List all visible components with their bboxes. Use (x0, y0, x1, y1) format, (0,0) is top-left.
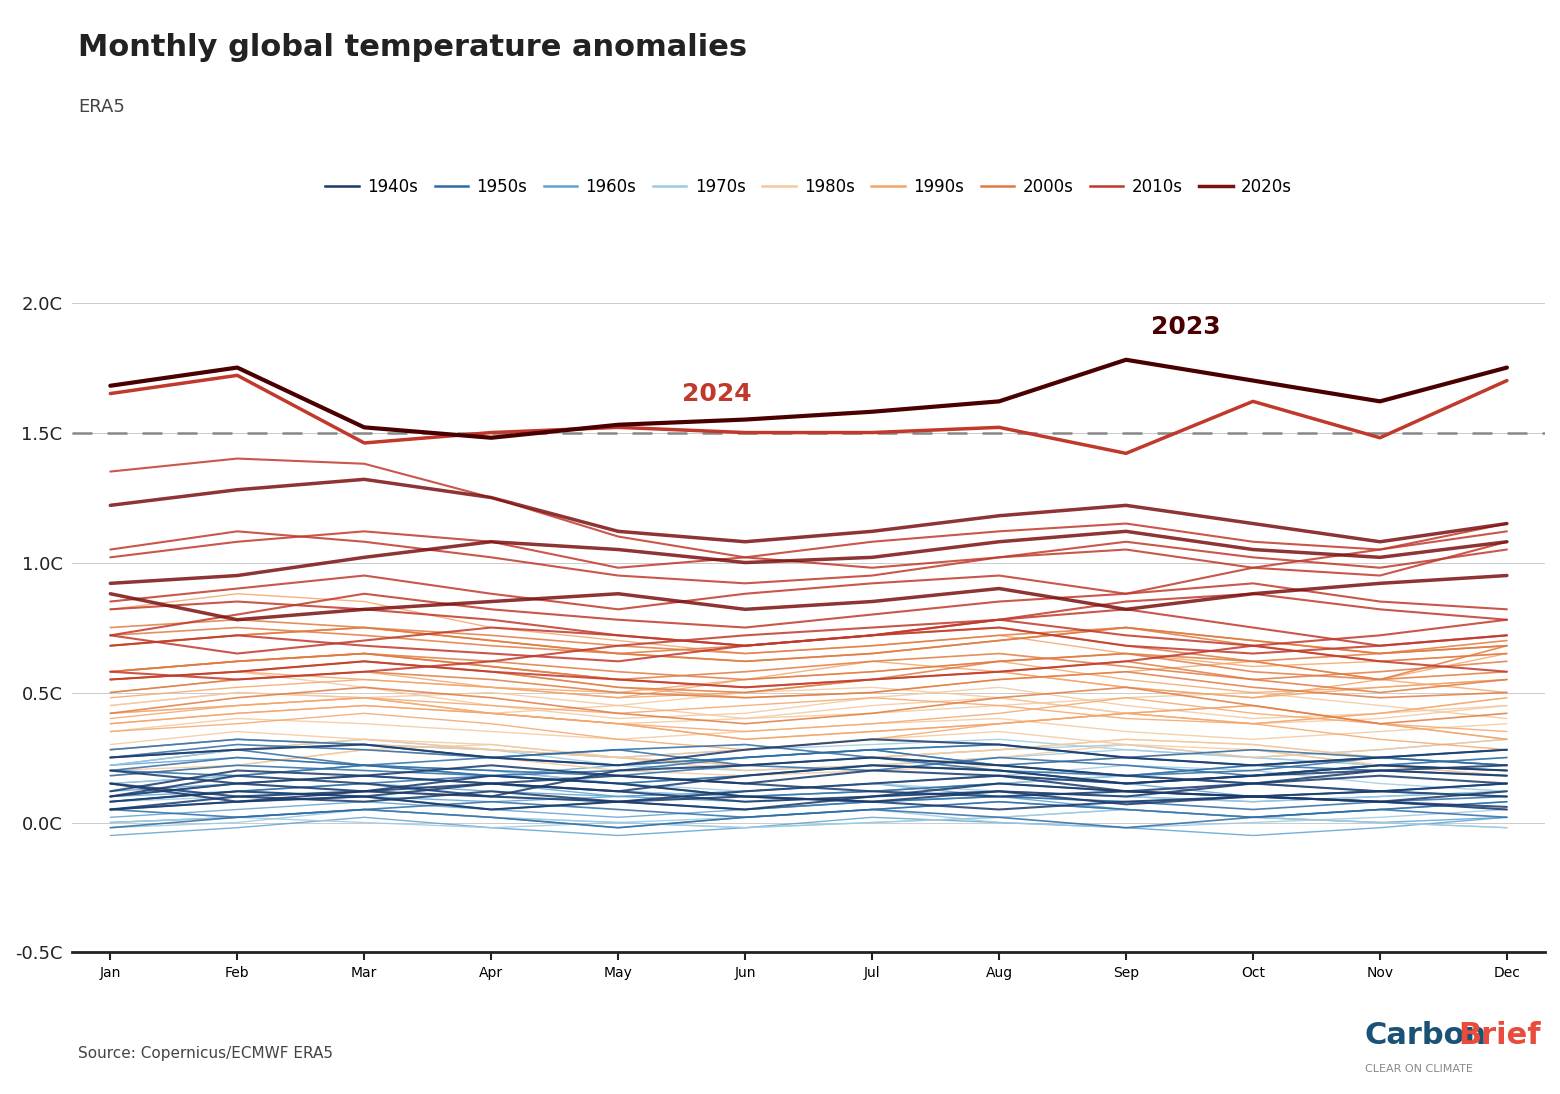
Text: ERA5: ERA5 (78, 98, 125, 116)
Text: CLEAR ON CLIMATE: CLEAR ON CLIMATE (1365, 1064, 1473, 1074)
Legend: 1940s, 1950s, 1960s, 1970s, 1980s, 1990s, 2000s, 2010s, 2020s: 1940s, 1950s, 1960s, 1970s, 1980s, 1990s… (318, 172, 1298, 202)
Text: Monthly global temperature anomalies: Monthly global temperature anomalies (78, 33, 747, 62)
Text: 2024: 2024 (682, 383, 752, 406)
Text: Carbon: Carbon (1365, 1021, 1487, 1050)
Text: 2023: 2023 (1151, 315, 1221, 339)
Text: Source: Copernicus/ECMWF ERA5: Source: Copernicus/ECMWF ERA5 (78, 1046, 332, 1061)
Text: Brief: Brief (1459, 1021, 1541, 1050)
